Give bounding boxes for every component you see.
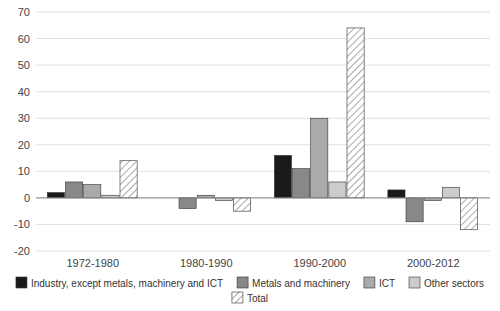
- bar: [347, 28, 364, 198]
- y-tick-label: -20: [14, 245, 30, 257]
- y-axis: -20 -10 0 10 20 30 40 50 60 70: [14, 6, 30, 257]
- grid-line: [36, 171, 490, 172]
- bar: [179, 198, 196, 209]
- x-tick-label: 1972-1980: [66, 257, 119, 269]
- grid-line: [36, 224, 490, 225]
- legend-item: Total: [232, 292, 268, 304]
- bar: [460, 198, 477, 230]
- bar: [84, 185, 101, 198]
- legend-item: Other sectors: [409, 277, 484, 289]
- x-tick-label: 1980-1990: [180, 257, 233, 269]
- grid-line: [36, 144, 490, 145]
- legend-item: Industry, except metals, machinery and I…: [16, 277, 223, 289]
- grid: [36, 12, 490, 251]
- grid-line: [36, 91, 490, 92]
- y-tick-label: 10: [18, 165, 30, 177]
- bar: [406, 198, 423, 222]
- legend-swatch: [237, 277, 248, 288]
- legend-label: Metals and machinery: [252, 278, 350, 289]
- bars: [47, 28, 477, 230]
- legend-label: Industry, except metals, machinery and I…: [31, 278, 223, 289]
- x-tick-label: 1990-2000: [293, 257, 346, 269]
- grid-line: [36, 251, 490, 252]
- legend-swatch: [409, 277, 420, 288]
- y-tick-label: 20: [18, 139, 30, 151]
- bar: [388, 190, 405, 198]
- grid-line: [36, 12, 490, 13]
- bar: [329, 182, 346, 198]
- legend-item: Metals and machinery: [237, 277, 350, 289]
- bar: [120, 161, 137, 198]
- zero-line: [36, 197, 490, 198]
- grid-line: [36, 118, 490, 119]
- legend-label: Total: [247, 293, 268, 304]
- legend-item: ICT: [364, 277, 395, 289]
- y-tick-label: 40: [18, 86, 30, 98]
- bar: [274, 155, 291, 197]
- legend-swatch: [364, 277, 375, 288]
- y-tick-label: 50: [18, 59, 30, 71]
- y-tick-label: -10: [14, 218, 30, 230]
- grid-line: [36, 65, 490, 66]
- chart: Industry, except metals, machinery and I…: [0, 0, 500, 311]
- bar: [47, 193, 64, 198]
- bar: [311, 118, 328, 198]
- y-tick-label: 30: [18, 112, 30, 124]
- bar: [293, 169, 310, 198]
- legend-label: Other sectors: [424, 278, 484, 289]
- legend-label: ICT: [379, 278, 395, 289]
- legend: Industry, except metals, machinery and I…: [16, 277, 484, 304]
- y-tick-label: 60: [18, 33, 30, 45]
- x-tick-label: 2000-2012: [407, 257, 460, 269]
- y-tick-label: 0: [24, 192, 30, 204]
- x-axis: 1972-1980 1980-1990 1990-2000 2000-2012: [66, 257, 459, 269]
- y-tick-label: 70: [18, 6, 30, 18]
- bar: [66, 182, 83, 198]
- bar: [442, 187, 459, 198]
- bar: [233, 198, 250, 211]
- legend-swatch: [16, 277, 27, 288]
- grid-line: [36, 38, 490, 39]
- legend-swatch: [232, 292, 243, 303]
- grid-line: [36, 197, 490, 198]
